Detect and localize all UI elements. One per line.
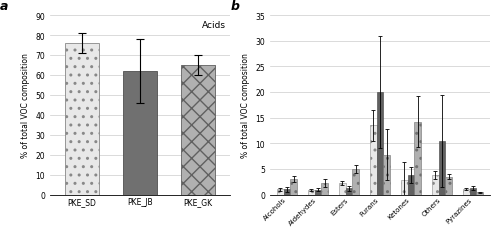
Bar: [376, 93, 384, 195]
Bar: [277, 190, 283, 195]
Bar: [180, 66, 216, 195]
Bar: [64, 44, 100, 195]
Bar: [414, 122, 421, 195]
Bar: [462, 190, 469, 195]
Bar: [308, 191, 314, 195]
Text: b: b: [230, 0, 239, 12]
Bar: [314, 190, 322, 195]
Bar: [122, 72, 158, 195]
Bar: [446, 177, 452, 195]
Bar: [470, 188, 476, 195]
Bar: [284, 190, 290, 195]
Bar: [432, 175, 438, 195]
Bar: [352, 169, 359, 195]
Bar: [370, 126, 376, 195]
Bar: [476, 193, 483, 195]
Bar: [339, 183, 345, 195]
Bar: [290, 179, 298, 195]
Text: a: a: [0, 0, 8, 12]
Y-axis label: % of total VOC composition: % of total VOC composition: [21, 53, 30, 158]
Bar: [408, 175, 414, 195]
Bar: [438, 141, 446, 195]
Bar: [322, 183, 328, 195]
Bar: [401, 180, 407, 195]
Bar: [346, 188, 352, 195]
Text: Acids: Acids: [202, 21, 226, 30]
Y-axis label: % of total VOC composition: % of total VOC composition: [241, 53, 250, 158]
Bar: [384, 155, 390, 195]
